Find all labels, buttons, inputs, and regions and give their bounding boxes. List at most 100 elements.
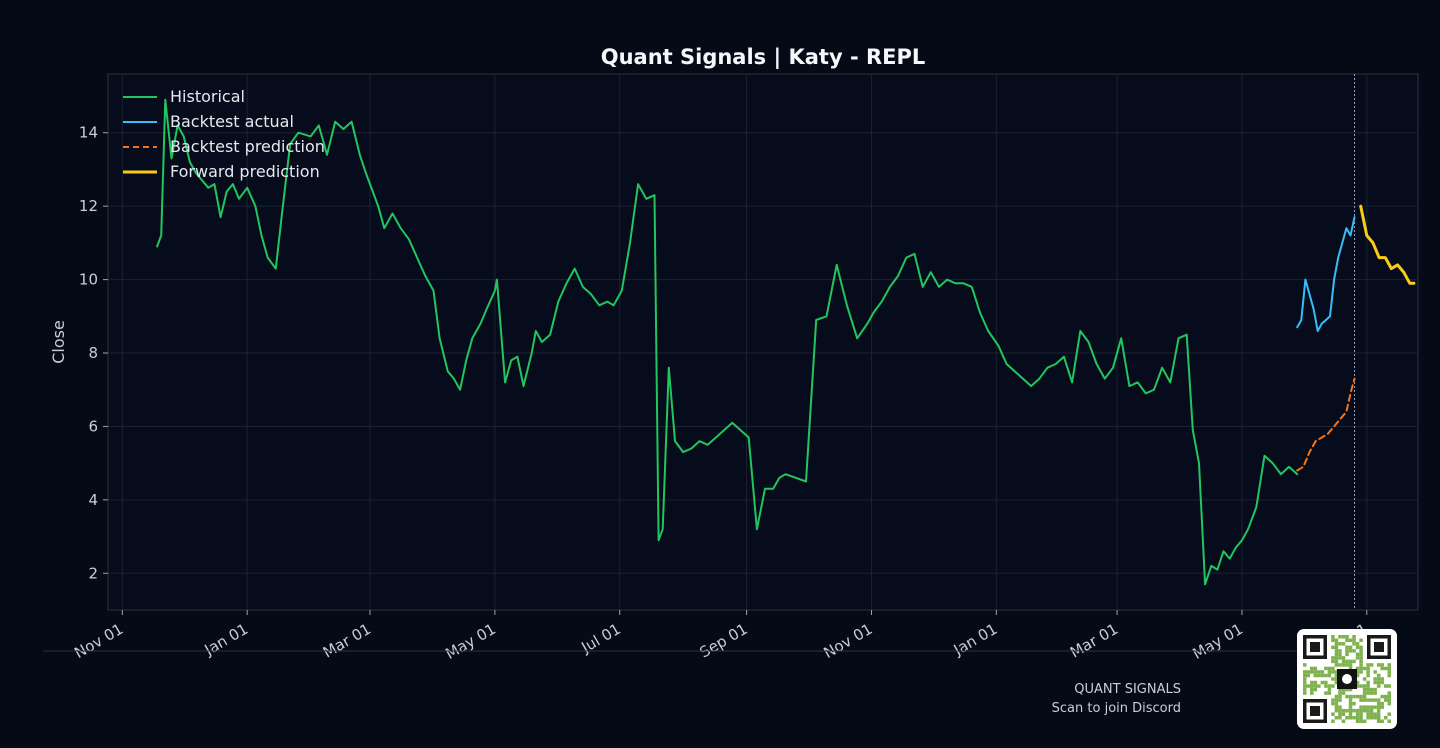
qr-module	[1348, 645, 1353, 650]
qr-module	[1373, 712, 1377, 716]
qr-module	[1338, 712, 1342, 716]
qr-module	[1327, 666, 1332, 671]
qr-module	[1310, 666, 1314, 671]
qr-module	[1376, 719, 1381, 723]
qr-module	[1359, 708, 1363, 713]
qr-module	[1327, 684, 1332, 688]
qr-module	[1348, 701, 1353, 706]
series-backtest-actual	[1296, 216, 1356, 332]
qr-module	[1369, 715, 1374, 720]
qr-module	[1359, 670, 1363, 674]
qr-module	[1362, 691, 1367, 695]
qr-module	[1341, 659, 1346, 664]
qr-module	[1355, 642, 1360, 646]
qr-module	[1387, 701, 1391, 706]
qr-module	[1306, 684, 1311, 688]
qr-module	[1320, 680, 1325, 685]
qr-module	[1331, 698, 1335, 702]
x-tick-label: Mar 01	[320, 620, 374, 662]
qr-code-icon	[1303, 635, 1391, 723]
y-tick-label: 2	[88, 564, 98, 582]
qr-module	[1348, 712, 1353, 716]
qr-module	[1359, 649, 1363, 653]
qr-module	[1359, 666, 1363, 671]
qr-module	[1352, 642, 1356, 646]
qr-module	[1369, 698, 1374, 702]
qr-module	[1380, 701, 1384, 706]
qr-module	[1387, 663, 1391, 667]
grid-lines	[108, 74, 1418, 610]
qr-module	[1313, 673, 1318, 678]
x-tick-label: Mar 01	[1067, 620, 1121, 662]
qr-module	[1310, 687, 1314, 692]
qr-module	[1373, 691, 1377, 695]
qr-module	[1355, 666, 1360, 671]
x-tick-label: Nov 01	[71, 620, 126, 662]
qr-module	[1359, 652, 1363, 657]
qr-module	[1376, 684, 1381, 688]
qr-module	[1345, 708, 1349, 713]
qr-module	[1376, 698, 1381, 702]
discord-qr-code[interactable]	[1297, 629, 1397, 729]
qr-module	[1380, 705, 1384, 709]
qr-module	[1313, 684, 1318, 688]
y-tick-label: 6	[88, 417, 98, 435]
qr-module	[1355, 719, 1360, 723]
qr-module	[1334, 715, 1339, 720]
qr-module	[1359, 705, 1363, 709]
qr-module	[1359, 715, 1363, 720]
qr-finder	[1374, 642, 1384, 652]
qr-module	[1338, 687, 1342, 692]
qr-module	[1352, 708, 1356, 713]
qr-module	[1376, 677, 1381, 681]
y-tick-label: 14	[79, 124, 98, 142]
legend-label-backtest-prediction: Backtest prediction	[170, 137, 325, 156]
qr-module	[1303, 673, 1307, 678]
qr-module	[1331, 656, 1335, 660]
x-tick-label: Nov 01	[820, 620, 875, 662]
series-group	[156, 98, 1416, 586]
qr-module	[1362, 719, 1367, 723]
qr-module	[1334, 694, 1339, 699]
qr-module	[1359, 656, 1363, 660]
qr-module	[1338, 635, 1342, 639]
qr-module	[1355, 708, 1360, 713]
qr-module	[1338, 715, 1342, 720]
qr-module	[1383, 684, 1388, 688]
qr-module	[1341, 691, 1346, 695]
qr-module	[1303, 691, 1307, 695]
qr-module	[1345, 663, 1349, 667]
legend-label-forward-prediction: Forward prediction	[170, 162, 320, 181]
qr-module	[1310, 680, 1314, 685]
y-tick-label: 4	[88, 491, 98, 509]
qr-module	[1306, 673, 1311, 678]
qr-module	[1387, 670, 1391, 674]
qr-module	[1387, 698, 1391, 702]
qr-module	[1376, 680, 1381, 685]
qr-module	[1334, 652, 1339, 657]
qr-module	[1366, 687, 1370, 692]
qr-module	[1387, 673, 1391, 678]
qr-module	[1352, 694, 1356, 699]
qr-module	[1380, 694, 1384, 699]
series-backtest-prediction	[1296, 377, 1356, 472]
qr-module	[1355, 652, 1360, 657]
qr-module	[1366, 691, 1370, 695]
qr-module	[1334, 680, 1339, 685]
qr-module	[1324, 680, 1328, 685]
qr-module	[1366, 712, 1370, 716]
qr-module	[1334, 649, 1339, 653]
qr-module	[1341, 663, 1346, 667]
x-tick-label: Jan 01	[950, 620, 1001, 660]
qr-module	[1355, 715, 1360, 720]
qr-module	[1348, 649, 1353, 653]
qr-module	[1306, 670, 1311, 674]
qr-module	[1387, 691, 1391, 695]
qr-module	[1359, 712, 1363, 716]
qr-module	[1338, 694, 1342, 699]
qr-module	[1345, 638, 1349, 643]
qr-module	[1369, 663, 1374, 667]
qr-module	[1369, 708, 1374, 713]
